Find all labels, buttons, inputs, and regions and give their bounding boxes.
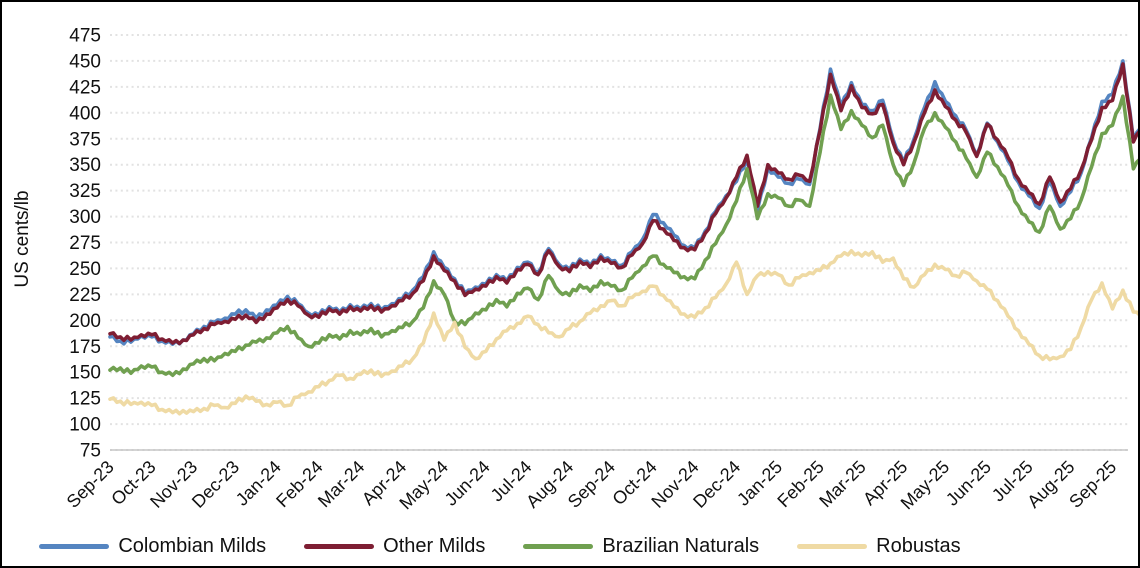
- legend-label: Robustas: [876, 535, 961, 557]
- x-tick-label: Sep-25: [1065, 457, 1120, 512]
- series-line-other-milds: [108, 62, 1138, 346]
- x-tick-label: Feb-25: [773, 457, 827, 511]
- series-line-robustas: [108, 249, 1138, 416]
- y-tick-label: 425: [69, 77, 101, 98]
- legend-item-other-milds: Other Milds: [304, 535, 485, 558]
- y-tick-label: 250: [69, 259, 101, 280]
- y-tick-label: 75: [80, 441, 101, 462]
- y-tick-label: 125: [69, 389, 101, 410]
- x-tick-label: Sep-24: [564, 457, 619, 512]
- legend-swatch-robustas: [797, 544, 868, 549]
- y-tick-label: 175: [69, 337, 101, 358]
- x-tick-label: Jun-25: [942, 457, 995, 510]
- y-tick-label: 225: [69, 285, 101, 306]
- y-tick-label: 475: [69, 26, 101, 47]
- legend-item-brazilian-naturals: Brazilian Naturals: [523, 535, 759, 558]
- y-tick-label: 275: [69, 233, 101, 254]
- legend: Colombian Milds Other Milds Brazilian Natu…: [2, 535, 1138, 558]
- y-tick-label: 450: [69, 51, 101, 72]
- x-tick-label: Dec-24: [689, 457, 744, 512]
- legend-label: Brazilian Naturals: [602, 535, 760, 557]
- x-tick-label: Mar-24: [314, 457, 368, 511]
- y-tick-label: 325: [69, 181, 101, 202]
- legend-label: Other Milds: [383, 535, 486, 557]
- x-tick-label: Dec-23: [188, 457, 243, 512]
- legend-item-colombian-milds: Colombian Milds: [39, 535, 266, 558]
- series-line-colombian-milds: [108, 59, 1138, 347]
- y-tick-label: 400: [69, 103, 101, 124]
- series-line-brazilian-naturals: [108, 93, 1138, 378]
- y-tick-label: 300: [69, 207, 101, 228]
- x-tick-label: Sep-23: [63, 457, 118, 512]
- y-tick-label: 350: [69, 155, 101, 176]
- x-tick-label: Jun-24: [441, 457, 494, 510]
- legend-label: Colombian Milds: [118, 535, 267, 557]
- y-tick-label: 375: [69, 129, 101, 150]
- legend-item-robustas: Robustas: [797, 535, 961, 558]
- y-tick-label: 150: [69, 363, 101, 384]
- x-tick-label: Feb-24: [272, 457, 326, 511]
- y-tick-label: 100: [69, 415, 101, 436]
- x-tick-label: Mar-25: [815, 457, 869, 511]
- y-tick-label: 200: [69, 311, 101, 332]
- legend-swatch-other-milds: [304, 544, 375, 549]
- legend-swatch-brazilian-naturals: [523, 544, 594, 549]
- legend-swatch-colombian-milds: [39, 544, 110, 549]
